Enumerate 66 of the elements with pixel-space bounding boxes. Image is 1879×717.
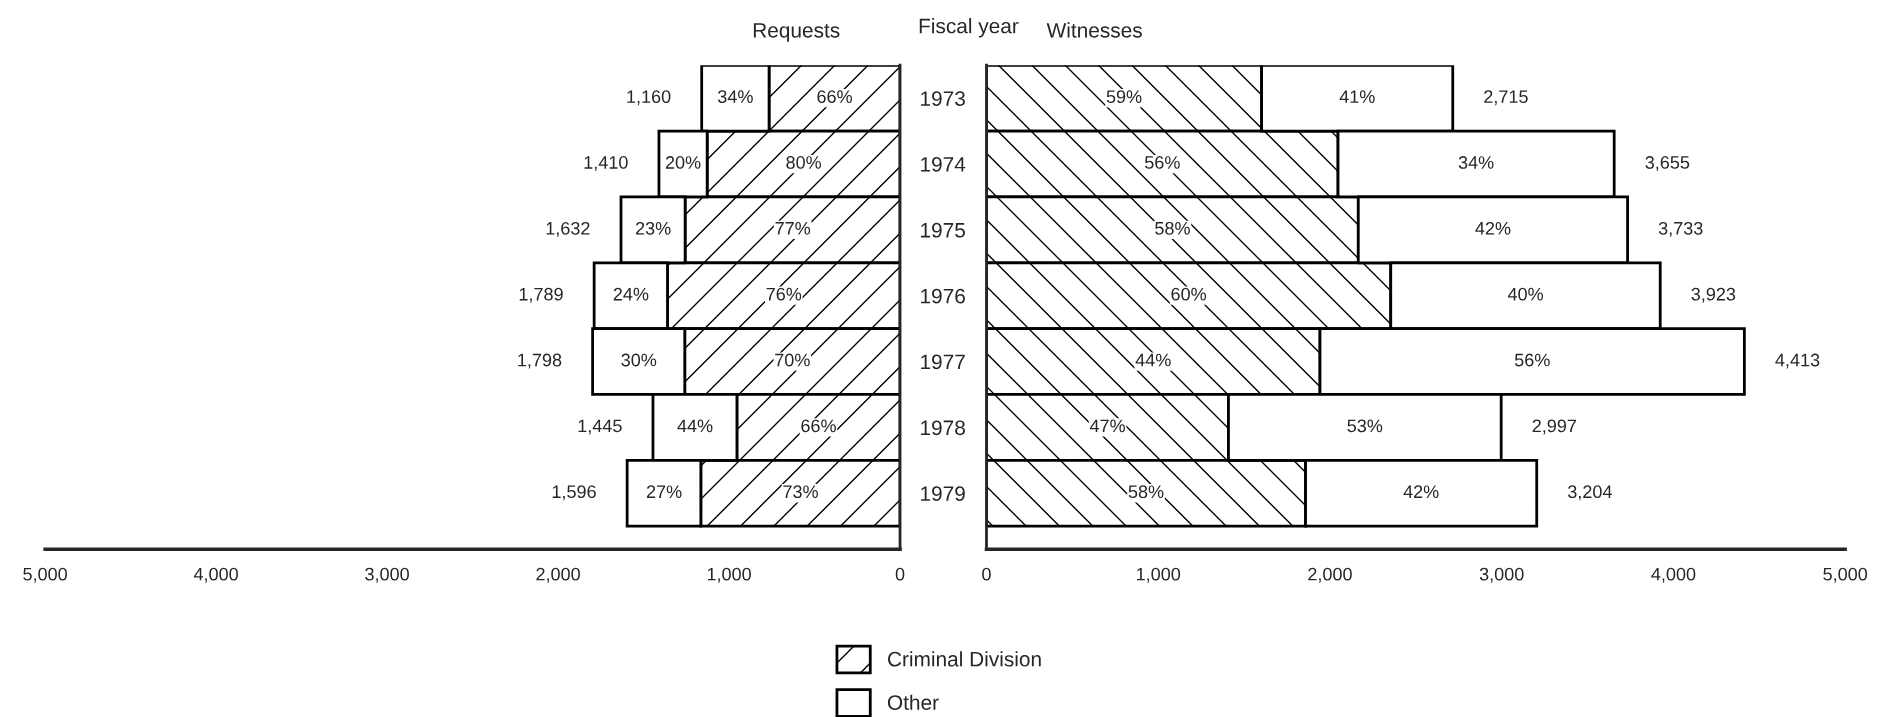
annotation: 59% xyxy=(1106,90,1142,104)
annotation: 56% xyxy=(1514,353,1550,367)
annotation: 20% xyxy=(665,156,701,169)
annotation: 66% xyxy=(801,419,836,433)
annotation: 56% xyxy=(1144,156,1180,169)
total-label: 4,413 xyxy=(1775,353,1820,369)
y-tick-label: 1976 xyxy=(921,288,965,304)
y-tick-label: 1974 xyxy=(921,157,966,172)
x-tick-label: 3,000 xyxy=(1479,567,1524,583)
chart-title: Requests xyxy=(753,23,840,42)
total-label: 1,445 xyxy=(578,419,622,435)
annotation: 40% xyxy=(1507,287,1543,301)
annotation: 41% xyxy=(1339,90,1375,103)
total-label: 1,160 xyxy=(627,90,671,106)
annotation: 76% xyxy=(766,287,802,301)
total-label: 2,997 xyxy=(1532,419,1577,435)
y-axis-title: Fiscal year xyxy=(919,18,1019,38)
annotation: 77% xyxy=(775,222,811,235)
y-tick-label: 1973 xyxy=(921,91,965,106)
x-tick-label: 4,000 xyxy=(1651,567,1696,583)
total-label: 2,715 xyxy=(1484,90,1528,106)
legend-label: Other xyxy=(887,694,939,710)
annotation: 58% xyxy=(1128,485,1164,499)
total-label: 1,410 xyxy=(584,156,628,171)
total-label: 1,798 xyxy=(518,353,562,369)
total-label: 3,204 xyxy=(1567,485,1612,501)
annotation: 27% xyxy=(646,485,682,499)
y-tick-label: 1977 xyxy=(921,354,965,370)
total-label: 1,789 xyxy=(519,287,563,303)
total-label: 1,596 xyxy=(552,485,596,501)
x-tick-label: 0 xyxy=(982,567,991,581)
x-tick-label: 4,000 xyxy=(193,567,238,583)
annotation: 80% xyxy=(786,156,822,169)
annotation: 70% xyxy=(775,353,810,367)
x-tick-label: 1,000 xyxy=(1137,567,1181,583)
annotation: 58% xyxy=(1155,221,1190,235)
total-label: 3,655 xyxy=(1645,156,1690,171)
legend-label: Criminal Division xyxy=(888,651,1041,667)
y-tick-label: 1978 xyxy=(921,420,965,436)
annotation: 53% xyxy=(1347,419,1383,433)
annotation: 73% xyxy=(783,485,818,499)
x-tick-label: 1,000 xyxy=(707,567,751,583)
x-tick-label: 5,000 xyxy=(23,567,67,583)
annotation: 30% xyxy=(621,353,657,367)
x-tick-label: 5,000 xyxy=(1823,567,1868,583)
total-label: 3,923 xyxy=(1691,287,1736,303)
annotation: 42% xyxy=(1475,221,1511,235)
total-label: 1,632 xyxy=(546,221,590,237)
total-label: 3,733 xyxy=(1658,221,1703,237)
annotation: 42% xyxy=(1403,485,1439,499)
annotation: 23% xyxy=(635,221,671,235)
y-tick-label: 1979 xyxy=(921,486,965,502)
annotation: 44% xyxy=(1135,353,1171,367)
x-tick-label: 2,000 xyxy=(536,567,580,583)
x-tick-label: 3,000 xyxy=(365,567,409,583)
chart-title: Witnesses xyxy=(1046,22,1142,38)
y-tick-label: 1975 xyxy=(921,222,965,238)
annotation: 44% xyxy=(677,419,713,433)
x-tick-label: 0 xyxy=(895,567,905,581)
annotation: 47% xyxy=(1089,419,1125,433)
annotation: 34% xyxy=(718,90,753,104)
annotation: 66% xyxy=(817,90,852,104)
annotation: 34% xyxy=(1458,156,1494,169)
x-tick-label: 2,000 xyxy=(1308,567,1352,583)
annotation: 24% xyxy=(613,287,649,301)
annotation: 60% xyxy=(1171,287,1207,301)
